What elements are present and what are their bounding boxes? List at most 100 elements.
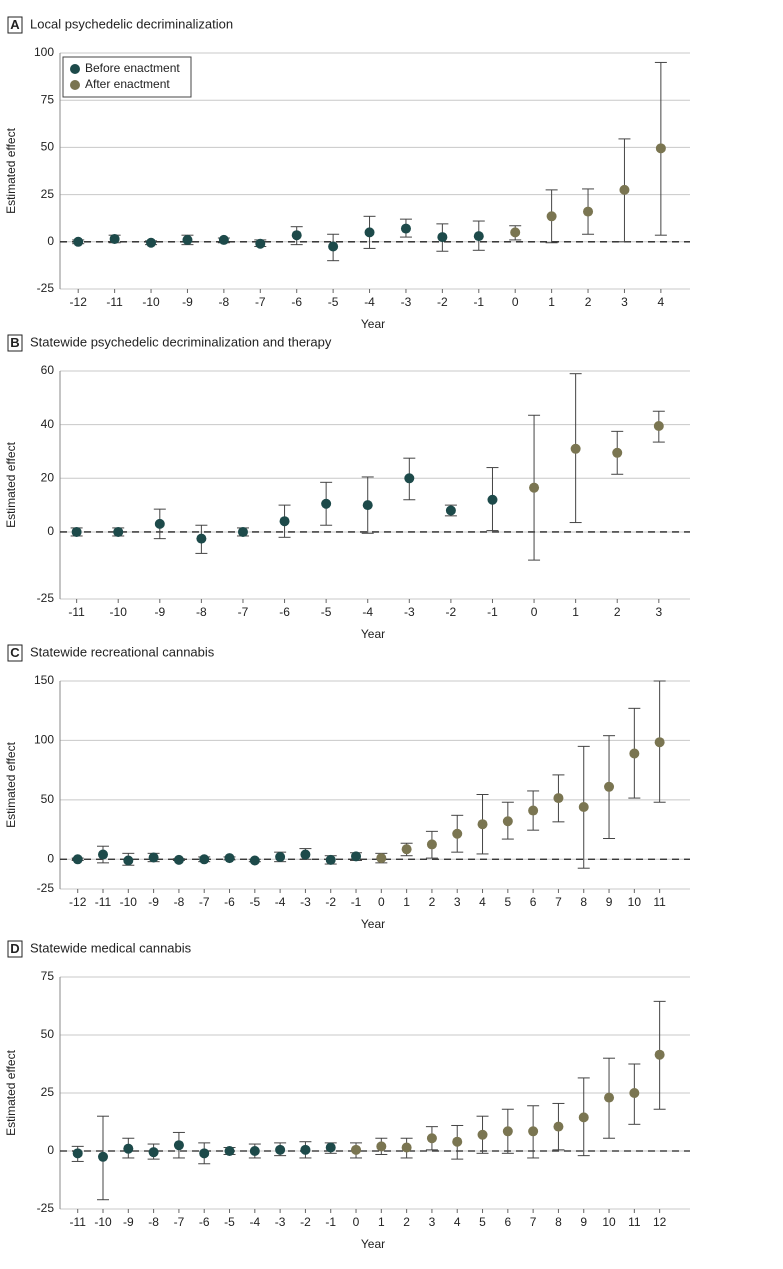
point: [400, 223, 411, 234]
point: [612, 447, 623, 458]
x-tick-label: 3: [429, 1215, 436, 1229]
point: [199, 854, 210, 865]
point: [546, 211, 557, 222]
x-tick-label: -8: [148, 1215, 159, 1229]
point: [401, 844, 412, 855]
y-tick-label: 20: [41, 470, 55, 484]
x-tick-label: -2: [325, 895, 336, 909]
point: [109, 233, 120, 244]
point: [291, 230, 302, 241]
x-tick-label: -3: [300, 895, 311, 909]
point: [123, 855, 134, 866]
point: [148, 852, 159, 863]
point: [196, 533, 207, 544]
point: [437, 232, 448, 243]
x-axis-label: Year: [361, 627, 385, 641]
point: [224, 1146, 235, 1156]
point: [502, 1126, 513, 1137]
x-tick-label: 7: [555, 895, 562, 909]
x-tick-label: -4: [362, 605, 373, 619]
y-axis-label: Estimated effect: [4, 127, 18, 213]
point: [321, 498, 332, 509]
point: [113, 526, 124, 537]
point: [224, 853, 235, 864]
point: [653, 420, 664, 431]
legend-marker: [70, 80, 80, 90]
x-tick-label: 2: [585, 295, 592, 309]
x-tick-label: -1: [351, 895, 362, 909]
panel: B Statewide psychedelic decriminalization…: [4, 334, 690, 641]
point: [325, 854, 336, 865]
point: [529, 482, 540, 493]
legend-label: Before enactment: [85, 61, 180, 75]
x-tick-label: 0: [531, 605, 538, 619]
x-tick-label: 11: [653, 895, 666, 909]
y-axis-label: Estimated effect: [4, 441, 18, 527]
x-tick-label: -5: [224, 1215, 235, 1229]
x-tick-label: 3: [655, 605, 662, 619]
x-tick-label: 12: [653, 1215, 667, 1229]
x-tick-label: -3: [401, 295, 412, 309]
point: [300, 849, 311, 860]
x-tick-label: 4: [658, 295, 665, 309]
x-tick-label: -11: [69, 1215, 86, 1229]
point: [328, 241, 339, 252]
x-tick-label: -3: [404, 605, 415, 619]
point: [510, 227, 521, 238]
y-tick-label: 150: [34, 673, 54, 687]
panel-letter: A: [10, 17, 20, 32]
x-tick-label: 1: [572, 605, 579, 619]
x-tick-label: -9: [123, 1215, 134, 1229]
x-tick-label: 11: [628, 1215, 641, 1229]
point: [123, 1143, 134, 1154]
x-tick-label: -2: [437, 295, 448, 309]
y-tick-label: 60: [41, 363, 55, 377]
x-tick-label: 8: [580, 895, 587, 909]
point: [502, 816, 513, 827]
point: [275, 1144, 286, 1155]
y-tick-label: 100: [34, 733, 54, 747]
x-tick-label: -12: [70, 295, 88, 309]
x-tick-label: 2: [403, 1215, 410, 1229]
point: [73, 236, 84, 247]
y-tick-label: 0: [47, 234, 54, 248]
point: [173, 1140, 184, 1151]
point: [249, 855, 260, 866]
x-tick-label: 6: [530, 895, 537, 909]
panel-letter-box: [7, 334, 23, 352]
y-tick-label: 100: [34, 45, 54, 59]
x-tick-label: 1: [378, 1215, 385, 1229]
point: [426, 1133, 437, 1144]
point: [452, 1136, 463, 1147]
point: [629, 748, 640, 759]
x-tick-label: -2: [300, 1215, 311, 1229]
x-tick-label: -8: [174, 895, 185, 909]
y-tick-label: 50: [41, 1027, 55, 1041]
y-tick-label: 75: [41, 969, 55, 983]
x-tick-label: -3: [275, 1215, 286, 1229]
point: [325, 1142, 336, 1153]
y-tick-label: 0: [47, 851, 54, 865]
y-tick-label: -25: [37, 281, 55, 295]
point: [583, 206, 594, 217]
x-tick-label: 4: [454, 1215, 461, 1229]
point: [570, 443, 581, 454]
x-tick-label: -1: [487, 605, 498, 619]
point: [182, 234, 193, 245]
x-tick-label: -6: [224, 895, 235, 909]
point: [528, 1126, 539, 1137]
x-tick-label: -4: [275, 895, 286, 909]
x-tick-label: -11: [95, 895, 112, 909]
point: [655, 143, 666, 154]
panel-title: Statewide medical cannabis: [30, 940, 192, 955]
point: [279, 516, 290, 527]
x-tick-label: 3: [454, 895, 461, 909]
point: [173, 854, 184, 865]
point: [553, 793, 564, 804]
point: [300, 1144, 311, 1155]
x-tick-label: -11: [106, 295, 123, 309]
x-tick-label: 9: [580, 1215, 587, 1229]
point: [249, 1146, 260, 1156]
x-tick-label: -10: [110, 605, 128, 619]
point: [477, 819, 488, 830]
